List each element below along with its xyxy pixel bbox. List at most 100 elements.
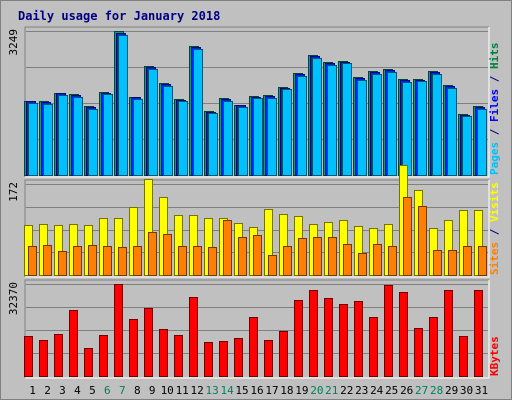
x-tick-label: 21 [325,384,338,397]
legend-entry-1: / [488,122,501,142]
x-tick-label: 17 [265,384,278,397]
bar-sites-day-16 [253,235,262,276]
bar-kbytes-day-24 [369,317,378,377]
bar-kbytes-day-20 [309,290,318,377]
bar-pages-day-26 [402,82,412,176]
x-tick-label: 2 [44,384,51,397]
bar-sites-day-7 [118,247,127,276]
bar-sites-day-11 [178,246,187,276]
axis-max-label: 172 [7,182,20,202]
bar-sites-day-18 [283,246,292,276]
x-tick-label: 30 [460,384,473,397]
bar-sites-day-3 [58,251,67,276]
side-legend: Pages / Files / Hits [488,43,501,176]
bar-pages-day-20 [312,58,322,176]
bar-pages-day-23 [357,80,367,176]
x-tick-label: 10 [161,384,174,397]
x-tick-label: 28 [430,384,443,397]
bar-pages-day-7 [118,35,128,176]
x-tick-label: 18 [280,384,293,397]
legend-entry-2: Files [488,89,501,122]
bar-sites-day-29 [448,250,457,276]
bar-pages-day-28 [432,74,442,176]
panel-bottom: 32370 KBytes [7,279,501,379]
x-tick-label: 22 [340,384,353,397]
x-tick-label: 9 [149,384,156,397]
bar-sites-day-20 [313,237,322,276]
bar-sites-day-22 [343,244,352,276]
bar-pages-day-29 [447,88,457,176]
bar-kbytes-day-17 [264,340,273,377]
x-tick-label: 24 [370,384,384,397]
bar-pages-day-18 [282,89,292,176]
bar-kbytes-day-21 [324,298,333,377]
bar-kbytes-day-18 [279,331,288,377]
legend-entry-0: Sites [488,242,501,275]
bar-kbytes-day-23 [354,301,363,377]
x-tick-label: 15 [235,384,248,397]
bar-pages-day-14 [223,101,233,176]
bar-kbytes-day-29 [444,290,453,377]
bar-sites-day-12 [193,246,202,276]
bar-pages-day-24 [372,74,382,176]
bar-sites-day-14 [223,220,232,276]
x-tick-label: 25 [385,384,398,397]
bar-sites-day-21 [328,237,337,276]
bar-kbytes-day-4 [69,310,78,377]
side-legend: KBytes [488,336,501,376]
bar-sites-day-10 [163,234,172,276]
bar-kbytes-day-14 [219,341,228,377]
x-tick-label: 3 [59,384,66,397]
legend-entry-3: / [488,69,501,89]
x-tick-label: 12 [190,384,203,397]
bar-kbytes-day-19 [294,300,303,377]
x-tick-label: 1 [29,384,36,397]
axis-max-label: 32370 [7,282,20,315]
chart-title: Daily usage for January 2018 [18,9,220,23]
bar-pages-day-12 [193,49,203,176]
legend-entry-0: KBytes [488,336,501,376]
bar-pages-day-3 [58,95,68,176]
panel-top: 3249 Pages / Files / Hits [7,26,501,178]
bar-kbytes-day-9 [144,308,153,377]
bar-sites-day-4 [73,246,82,276]
bar-pages-day-8 [133,99,143,176]
bar-pages-day-16 [253,98,263,176]
x-tick-label: 31 [475,384,488,397]
bar-kbytes-day-7 [114,284,123,377]
bar-sites-day-13 [208,247,217,276]
panel-bevel-light [25,280,490,379]
bar-sites-day-6 [103,246,112,276]
panel-bevel-light [25,180,490,278]
bar-sites-day-8 [133,246,142,276]
x-tick-label: 4 [74,384,81,397]
bar-kbytes-day-22 [339,304,348,377]
legend-entry-4: Hits [488,43,501,70]
bar-pages-day-15 [238,107,248,176]
x-tick-label: 8 [134,384,141,397]
bar-kbytes-day-5 [84,348,93,377]
x-tick-label: 14 [220,384,234,397]
bar-pages-day-2 [43,104,53,176]
bar-sites-day-28 [433,250,442,276]
bar-sites-day-27 [418,206,427,276]
bar-pages-day-4 [73,97,83,176]
bar-pages-day-13 [208,113,218,176]
legend-entry-0: Pages [488,142,501,175]
x-tick-label: 27 [415,384,428,397]
panel-middle: 172 Sites / Visits [7,165,501,278]
x-tick-label: 16 [250,384,263,397]
bar-pages-day-27 [417,81,427,176]
bar-kbytes-day-31 [474,290,483,377]
bar-kbytes-day-27 [414,328,423,377]
panel-bevel-light [25,27,490,178]
bar-sites-day-31 [478,246,487,276]
bar-sites-day-15 [238,237,247,276]
bar-kbytes-day-15 [234,338,243,377]
axis-max-label: 3249 [7,29,20,56]
bar-sites-day-1 [28,246,37,276]
bar-sites-day-19 [298,238,307,276]
x-tick-label: 5 [89,384,96,397]
bar-pages-day-6 [103,94,113,176]
